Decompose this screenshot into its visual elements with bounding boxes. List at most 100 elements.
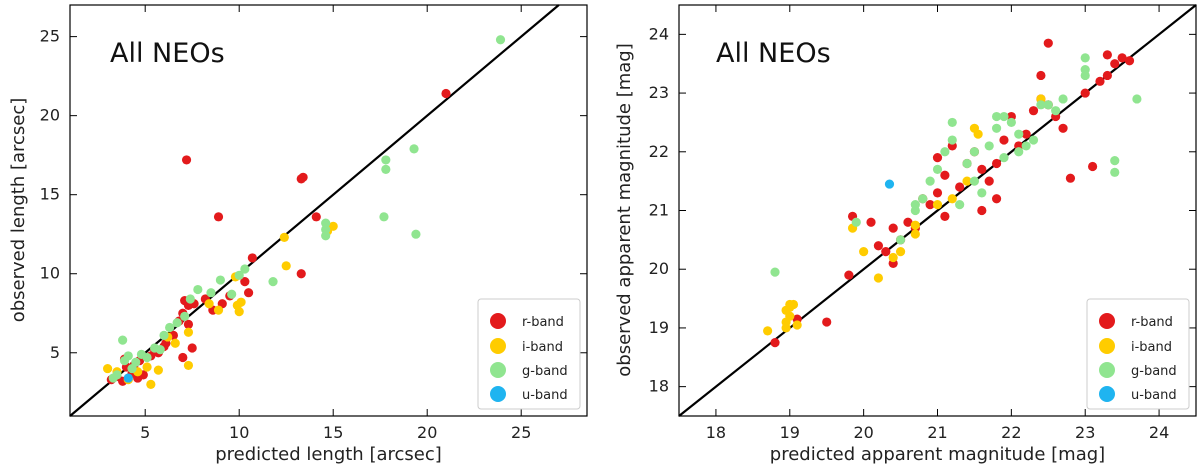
point-g-band	[240, 264, 250, 274]
point-g-band	[118, 335, 128, 345]
point-r-band	[977, 205, 987, 216]
point-g-band	[977, 188, 987, 198]
point-i-band	[281, 261, 291, 271]
point-g-band	[381, 155, 391, 165]
legend-marker-g-band	[490, 362, 506, 378]
point-g-band	[925, 176, 935, 186]
point-g-band	[955, 200, 965, 210]
point-g-band	[227, 289, 237, 299]
legend-marker-i-band	[490, 338, 506, 354]
point-g-band	[268, 277, 278, 287]
point-r-band	[940, 170, 950, 180]
point-g-band	[1036, 100, 1046, 110]
point-r-band	[866, 217, 876, 227]
point-g-band	[1006, 117, 1016, 128]
point-g-band	[962, 158, 972, 169]
point-r-band	[1110, 59, 1120, 69]
x-tick-label: 15	[323, 423, 343, 442]
y-tick-label: 25	[40, 27, 60, 46]
point-g-band	[999, 111, 1009, 122]
y-axis-label-right: observed apparent magnitude [mag]	[614, 43, 635, 376]
point-g-band	[172, 318, 182, 328]
legend-label-i-band: i-band	[522, 340, 563, 355]
point-g-band	[1058, 94, 1068, 104]
point-g-band	[932, 164, 943, 174]
x-tick-label: 10	[229, 423, 249, 442]
point-i-band	[932, 200, 943, 210]
legend-marker-r-band	[490, 313, 506, 329]
point-r-band	[925, 200, 935, 210]
legend-label-r-band: r-band	[1131, 315, 1173, 330]
point-i-band	[792, 320, 802, 330]
point-r-band	[881, 247, 891, 257]
point-i-band	[873, 273, 884, 283]
point-g-band	[770, 267, 780, 277]
point-g-band	[851, 217, 861, 227]
point-i-band	[910, 229, 920, 239]
x-tick-label: 19	[780, 423, 800, 442]
y-tick-label: 21	[649, 201, 669, 220]
point-g-band	[991, 111, 1002, 122]
point-g-band	[1028, 135, 1039, 145]
legend-label-g-band: g-band	[1131, 364, 1177, 379]
point-r-band	[991, 194, 1002, 204]
point-r-band	[1028, 106, 1039, 116]
point-i-band	[146, 379, 156, 389]
point-r-band	[247, 253, 257, 263]
point-r-band	[240, 277, 250, 287]
legend-right: r-band i-band g-band u-band	[1086, 298, 1190, 410]
point-g-band	[1021, 141, 1031, 151]
panel-left: 5 10 15 20 25 5 10 15 20 25 All NEOs predicted le…	[8, 4, 588, 465]
point-g-band	[108, 373, 118, 383]
point-g-band	[206, 288, 216, 298]
point-g-band	[321, 231, 331, 241]
point-u-band	[123, 373, 133, 383]
x-tick-label: 23	[1075, 423, 1095, 442]
point-r-band	[1058, 123, 1068, 133]
panel-title-left: All NEOs	[110, 38, 225, 69]
legend-marker-g-band	[1099, 362, 1115, 378]
x-axis-label-left: predicted length [arcsec]	[215, 444, 442, 465]
point-r-band	[955, 182, 965, 192]
point-r-band	[178, 352, 188, 363]
point-r-band	[903, 217, 913, 227]
point-g-band	[984, 141, 994, 151]
x-tick-label: 5	[140, 423, 150, 442]
point-g-band	[969, 147, 980, 157]
point-g-band	[1080, 70, 1090, 81]
point-r-band	[932, 188, 943, 198]
point-i-band	[763, 326, 773, 336]
y-axis-label-left: observed length [arcsec]	[8, 98, 29, 323]
point-i-band	[895, 247, 906, 257]
point-g-band	[910, 200, 920, 210]
point-i-band	[213, 305, 224, 315]
points-left	[103, 35, 506, 389]
point-r-band	[298, 172, 308, 182]
y-tick-label: 23	[649, 83, 669, 102]
point-i-band	[947, 194, 957, 204]
point-g-band	[940, 147, 950, 157]
point-g-band	[947, 135, 957, 145]
point-r-band	[991, 158, 1002, 169]
x-tick-label: 18	[706, 423, 726, 442]
point-r-band	[1102, 50, 1112, 60]
point-i-band	[153, 365, 163, 375]
point-i-band	[170, 338, 180, 348]
point-i-band	[910, 220, 920, 230]
point-g-band	[155, 345, 165, 355]
y-tick-label: 18	[649, 377, 669, 396]
point-g-band	[495, 35, 506, 45]
point-i-band	[236, 297, 246, 307]
point-g-band	[1080, 53, 1090, 63]
point-r-band	[984, 176, 994, 186]
x-tick-label: 22	[1001, 423, 1021, 442]
point-r-band	[181, 155, 192, 165]
legend-label-r-band: r-band	[522, 315, 564, 330]
point-g-band	[321, 218, 331, 228]
x-tick-label: 21	[927, 423, 947, 442]
point-g-band	[215, 275, 225, 285]
point-r-band	[1080, 88, 1090, 98]
point-r-band	[1088, 161, 1098, 172]
ticks-right: 18 19 20 21 22 23 24 18 19 20 21 22 23 24	[649, 5, 1196, 442]
